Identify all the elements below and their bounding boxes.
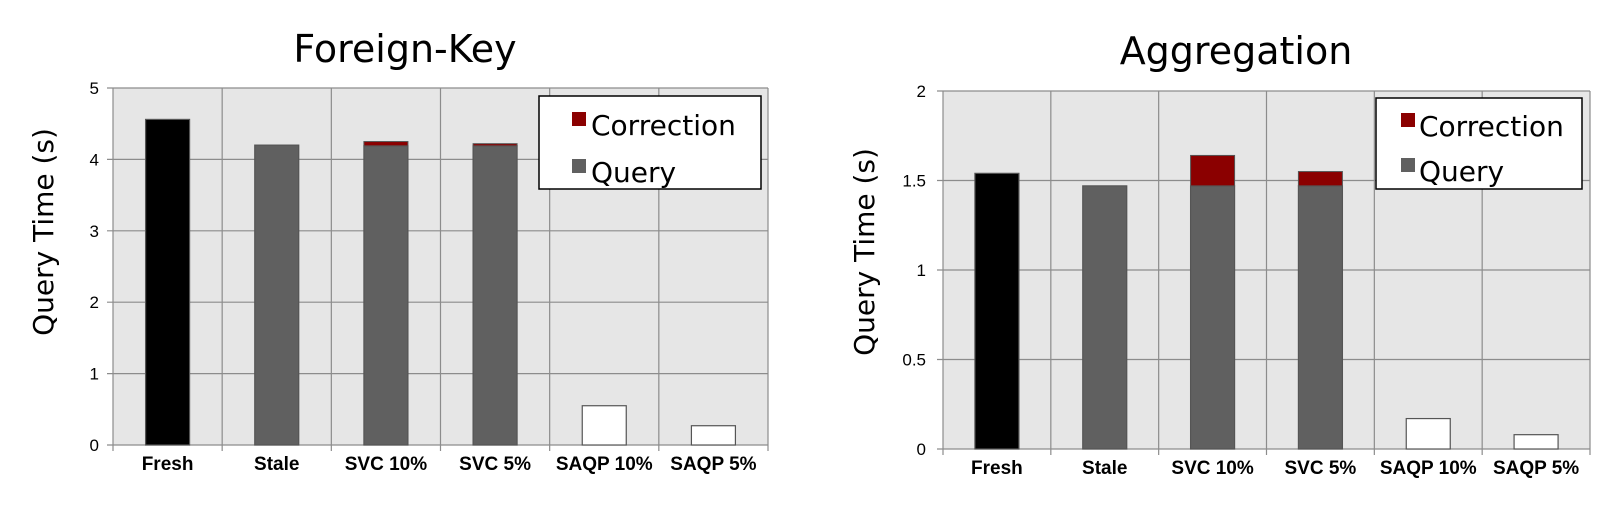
y-tick-label: 0 — [90, 436, 99, 455]
legend: Correction Query — [538, 95, 762, 190]
y-tick-label: 1.5 — [902, 172, 926, 191]
x-tick-label: Stale — [1082, 458, 1127, 479]
y-tick-label: 3 — [90, 222, 99, 241]
legend: Correction Query — [1375, 97, 1583, 190]
legend-label-correction: Correction — [1419, 110, 1564, 143]
chart-foreign-key: Foreign-Key Query Time (s) 0 1 2 3 4 5 Fresh St… — [27, 27, 769, 475]
x-tick-label: Fresh — [971, 458, 1023, 479]
chart-title: Aggregation — [1120, 29, 1353, 73]
x-tick-label: Stale — [254, 454, 299, 475]
bar-query — [1513, 434, 1559, 450]
x-tick-label: SAQP 10% — [1380, 458, 1477, 479]
bar-query — [1405, 417, 1451, 450]
bar-query — [363, 145, 409, 446]
x-tick-label: SAQP 5% — [1493, 458, 1579, 479]
x-tick-label: SAQP 5% — [670, 454, 756, 475]
legend-box — [538, 95, 762, 190]
bar-correction — [1190, 154, 1236, 187]
y-tick-label: 1 — [90, 365, 99, 384]
y-axis-label: Query Time (s) — [848, 148, 881, 356]
plot-area: 0 0.5 1 1.5 2 Fresh Stale SVC 10% SVC 5% SAQP 10%… — [902, 82, 1591, 479]
y-axis-label: Query Time (s) — [27, 128, 60, 336]
bar-query — [254, 144, 300, 446]
bar-query — [144, 118, 191, 446]
y-tick-label: 5 — [90, 79, 99, 98]
bar-correction — [1297, 171, 1343, 187]
y-tick-label: 0.5 — [902, 351, 926, 370]
legend-label-query: Query — [591, 156, 676, 189]
bar-correction — [363, 141, 409, 147]
bar-correction — [472, 143, 518, 147]
x-tick-label: SVC 10% — [1171, 458, 1253, 479]
bar-query — [974, 172, 1020, 450]
y-tick-label: 0 — [917, 440, 926, 459]
chart-aggregation: Aggregation Query Time (s) 0 0.5 1 1.5 2 Fres… — [848, 29, 1591, 479]
x-tick-label: SVC 10% — [345, 454, 427, 475]
legend-swatch-query — [1401, 158, 1415, 172]
legend-swatch-query — [572, 159, 586, 173]
x-tick-label: Fresh — [142, 454, 194, 475]
bar-query — [472, 145, 518, 446]
bar-query — [1082, 185, 1128, 450]
legend-label-correction: Correction — [591, 109, 736, 142]
y-tick-label: 2 — [90, 293, 99, 312]
legend-swatch-correction — [1401, 113, 1415, 127]
y-tick-label: 1 — [917, 261, 926, 280]
y-tick-label: 4 — [90, 150, 99, 169]
legend-swatch-correction — [572, 112, 586, 126]
bar-query — [581, 405, 627, 446]
y-tick-label: 2 — [917, 82, 926, 101]
x-tick-label: SAQP 10% — [556, 454, 653, 475]
legend-label-query: Query — [1419, 155, 1504, 188]
bar-query — [690, 425, 737, 446]
bar-query — [1297, 185, 1344, 450]
x-tick-label: SVC 5% — [459, 454, 531, 475]
x-tick-label: SVC 5% — [1285, 458, 1357, 479]
chart-title: Foreign-Key — [293, 27, 516, 71]
bar-query — [1189, 185, 1236, 450]
